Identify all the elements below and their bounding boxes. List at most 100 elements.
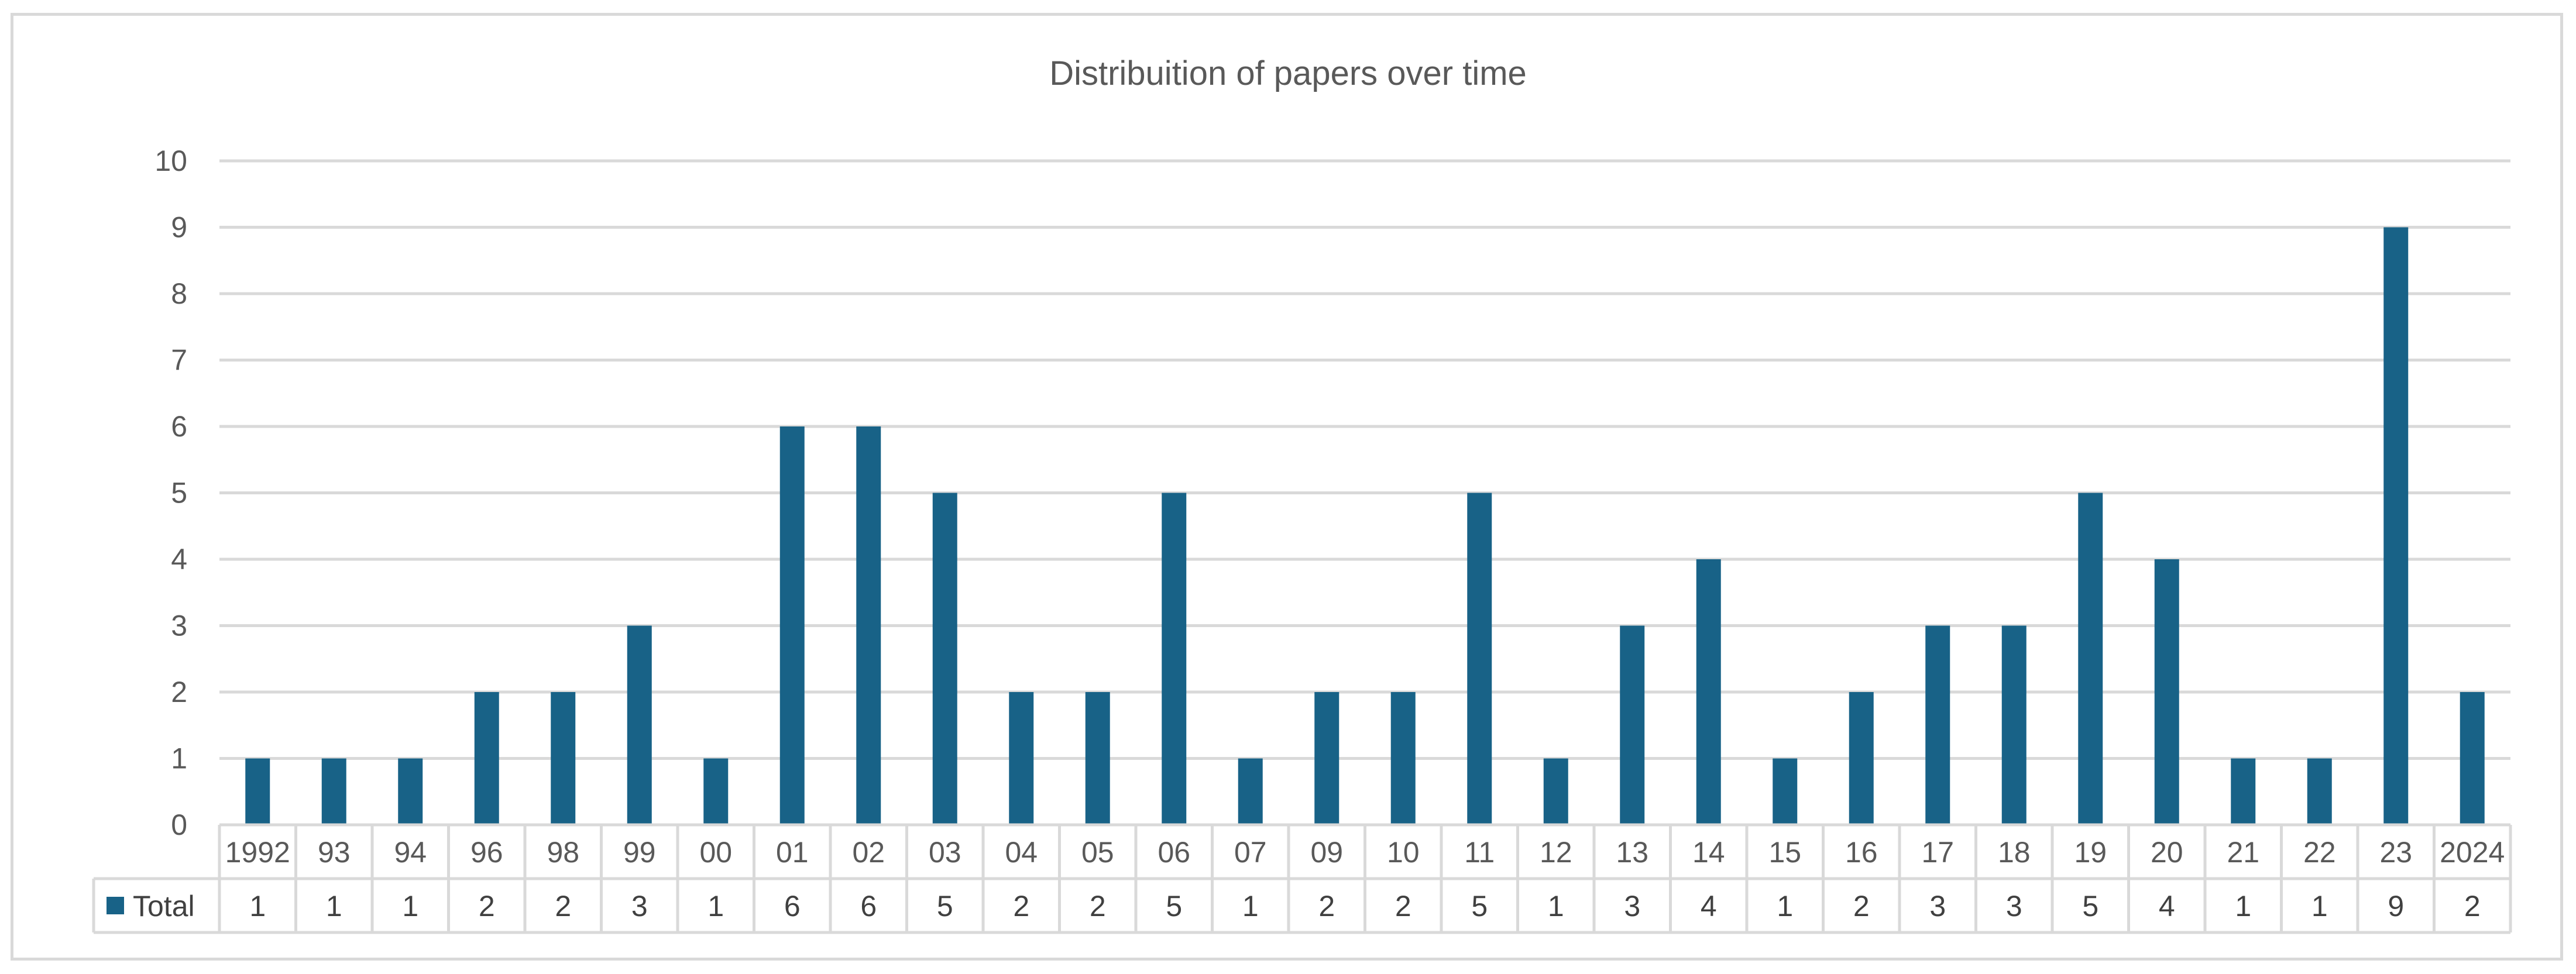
x-tick-label: 17 <box>1921 836 1954 869</box>
bar <box>932 493 957 825</box>
data-table-value: 1 <box>249 890 266 923</box>
x-tick-label: 20 <box>2151 836 2183 869</box>
x-tick-label: 01 <box>776 836 809 869</box>
x-tick-label: 00 <box>699 836 732 869</box>
bar <box>1162 493 1187 825</box>
data-table-value: 2 <box>555 890 571 923</box>
bar <box>779 426 805 825</box>
bar <box>321 758 346 825</box>
data-table-value: 6 <box>860 890 877 923</box>
bar <box>551 692 576 825</box>
x-tick-label: 04 <box>1005 836 1038 869</box>
data-table-value: 3 <box>1624 890 1640 923</box>
bar <box>1773 758 1798 825</box>
x-tick-label: 15 <box>1768 836 1801 869</box>
x-tick-label: 16 <box>1845 836 1878 869</box>
x-tick-label: 07 <box>1234 836 1267 869</box>
x-tick-label: 21 <box>2227 836 2259 869</box>
bar <box>474 692 499 825</box>
data-table-value: 5 <box>1166 890 1182 923</box>
y-tick-label: 6 <box>171 410 187 443</box>
data-table-value: 5 <box>1471 890 1488 923</box>
bar <box>627 625 652 825</box>
data-table-value: 2 <box>479 890 495 923</box>
bar <box>1620 625 1645 825</box>
bar <box>398 758 423 825</box>
x-tick-label: 1992 <box>225 836 290 869</box>
x-tick-label: 96 <box>470 836 503 869</box>
data-table-value: 6 <box>784 890 801 923</box>
bar <box>2154 559 2179 825</box>
bar <box>856 426 881 825</box>
y-tick-label: 5 <box>171 477 187 510</box>
data-table-value: 3 <box>631 890 648 923</box>
x-tick-label: 05 <box>1081 836 1114 869</box>
y-tick-label: 7 <box>171 344 187 377</box>
bar <box>2078 493 2103 825</box>
y-tick-label: 8 <box>171 277 187 310</box>
bar <box>1009 692 1034 825</box>
data-table-value: 2 <box>1090 890 1106 923</box>
x-tick-label: 13 <box>1616 836 1648 869</box>
gridlines <box>219 159 2510 760</box>
y-tick-label: 3 <box>171 610 187 642</box>
data-table-value: 4 <box>1701 890 1717 923</box>
bar <box>2231 758 2256 825</box>
data-table-value: 5 <box>2082 890 2098 923</box>
data-table-value: 1 <box>2311 890 2328 923</box>
bar <box>1696 559 1721 825</box>
data-table-value: 1 <box>1548 890 1564 923</box>
legend-swatch <box>107 897 124 914</box>
bar <box>1238 758 1263 825</box>
data-table-value: 1 <box>1242 890 1259 923</box>
bar <box>2383 227 2409 825</box>
bar <box>1085 692 1110 825</box>
data-table-value: 2 <box>1013 890 1029 923</box>
y-tick-label: 0 <box>171 808 187 841</box>
x-tick-label: 10 <box>1387 836 1420 869</box>
x-tick-label: 11 <box>1464 836 1495 869</box>
bars <box>245 227 2485 825</box>
bar <box>2460 692 2485 825</box>
x-tick-label: 09 <box>1310 836 1343 869</box>
bar <box>1543 758 1568 825</box>
x-tick-label: 98 <box>547 836 579 869</box>
bar <box>1467 493 1492 825</box>
data-table-value: 3 <box>2006 890 2022 923</box>
data-table-value: 3 <box>1929 890 1946 923</box>
legend-label: Total <box>133 890 195 923</box>
x-tick-label: 93 <box>318 836 351 869</box>
y-tick-label: 10 <box>154 144 187 177</box>
bar <box>703 758 729 825</box>
x-tick-label: 12 <box>1540 836 1572 869</box>
data-table-value: 1 <box>402 890 418 923</box>
x-tick-label: 2024 <box>2440 836 2505 869</box>
chart-frame <box>11 13 2563 961</box>
data-table-value: 4 <box>2159 890 2175 923</box>
x-tick-label: 14 <box>1692 836 1725 869</box>
data-table: 1992193194196298299300101602603504205206… <box>92 823 2512 934</box>
data-table-value: 2 <box>1395 890 1411 923</box>
data-table-value: 1 <box>1777 890 1793 923</box>
x-tick-label: 22 <box>2303 836 2336 869</box>
bar <box>2307 758 2332 825</box>
data-table-value: 2 <box>1318 890 1335 923</box>
x-tick-label: 94 <box>394 836 427 869</box>
y-axis-ticks: 0 1 2 3 4 5 6 7 8 9 10 <box>154 144 187 841</box>
data-table-value: 1 <box>326 890 342 923</box>
x-tick-label: 06 <box>1158 836 1190 869</box>
x-tick-label: 23 <box>2379 836 2412 869</box>
y-tick-label: 1 <box>171 742 187 775</box>
bar <box>2001 625 2027 825</box>
x-tick-label: 19 <box>2074 836 2107 869</box>
data-table-value: 2 <box>1853 890 1870 923</box>
data-table-value: 1 <box>2235 890 2251 923</box>
x-tick-label: 03 <box>929 836 961 869</box>
data-table-value: 5 <box>937 890 953 923</box>
data-table-value: 2 <box>2464 890 2481 923</box>
y-tick-label: 4 <box>171 543 187 576</box>
bar <box>1925 625 1950 825</box>
data-table-value: 9 <box>2388 890 2404 923</box>
bar <box>1314 692 1339 825</box>
